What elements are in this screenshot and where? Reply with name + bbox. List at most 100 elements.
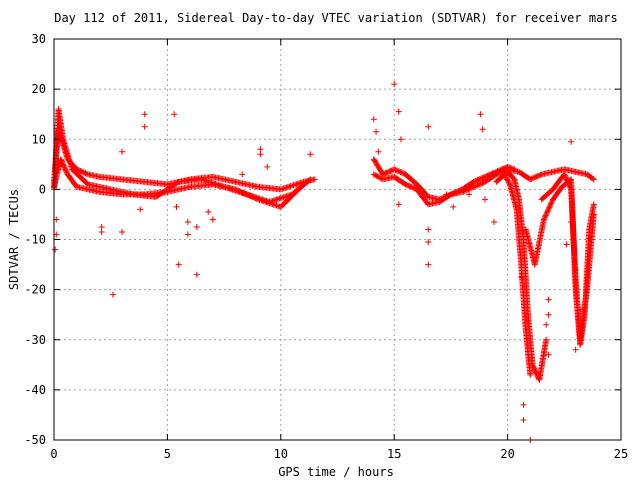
data-point <box>402 181 409 188</box>
data-point <box>475 176 482 183</box>
data-point <box>141 123 148 130</box>
data-point <box>239 171 246 178</box>
data-point <box>395 108 402 115</box>
data-point <box>502 172 509 179</box>
data-point <box>119 228 126 235</box>
y-tick-label: 20 <box>32 82 46 96</box>
x-tick-label: 20 <box>500 447 514 461</box>
x-tick-label: 5 <box>164 447 171 461</box>
data-point <box>171 111 178 118</box>
data-point <box>475 181 482 188</box>
data-point <box>119 148 126 155</box>
data-point <box>565 181 572 188</box>
data-point <box>528 175 535 182</box>
data-point <box>257 146 264 153</box>
data-point <box>520 401 527 408</box>
data-point <box>62 167 69 174</box>
data-point <box>542 213 549 220</box>
data-point <box>474 177 481 184</box>
data-point <box>501 171 508 178</box>
data-point <box>98 228 105 235</box>
data-point <box>481 196 488 203</box>
data-point <box>383 169 390 176</box>
data-point <box>379 171 386 178</box>
data-point <box>546 203 553 210</box>
data-point <box>387 167 394 174</box>
data-point <box>485 172 492 179</box>
data-point <box>565 180 572 187</box>
data-point <box>531 366 538 373</box>
x-tick-label: 0 <box>50 447 57 461</box>
data-point <box>307 151 314 158</box>
data-point <box>425 239 432 246</box>
data-point <box>184 231 191 238</box>
data-point <box>527 176 534 183</box>
data-point <box>388 167 395 174</box>
data-point <box>372 172 379 179</box>
data-point <box>545 205 552 212</box>
data-point <box>450 190 457 197</box>
data-points <box>51 81 597 443</box>
data-point <box>425 123 432 130</box>
data-point <box>82 170 89 177</box>
data-point <box>504 176 511 183</box>
data-point <box>572 266 579 273</box>
data-point <box>394 167 401 174</box>
data-point <box>532 174 539 181</box>
data-point <box>443 191 450 198</box>
data-point <box>391 81 398 88</box>
data-point <box>83 170 90 177</box>
data-point <box>473 182 480 189</box>
data-point <box>527 371 534 378</box>
data-point <box>395 201 402 208</box>
data-point <box>563 241 570 248</box>
data-point <box>392 166 399 173</box>
data-point <box>532 368 539 375</box>
data-point <box>545 311 552 318</box>
data-point <box>567 185 574 192</box>
data-point <box>76 167 83 174</box>
y-tick-label: 30 <box>32 32 46 46</box>
data-point <box>493 168 500 175</box>
data-point <box>566 183 573 190</box>
data-point <box>398 136 405 143</box>
data-point <box>518 274 525 281</box>
data-point <box>490 169 497 176</box>
y-tick-label: -20 <box>24 283 46 297</box>
data-point <box>370 171 377 178</box>
data-point <box>52 246 59 253</box>
data-point <box>476 176 483 183</box>
data-point <box>590 201 597 208</box>
data-point <box>393 167 400 174</box>
data-point <box>98 223 105 230</box>
data-point <box>500 168 507 175</box>
data-point <box>373 128 380 135</box>
data-point <box>141 111 148 118</box>
data-point <box>543 211 550 218</box>
data-point <box>455 188 462 195</box>
data-point <box>502 164 509 171</box>
data-point <box>411 185 418 192</box>
data-point <box>480 174 487 181</box>
data-point <box>425 226 432 233</box>
data-point <box>264 163 271 170</box>
data-point <box>495 167 502 174</box>
data-point <box>193 271 200 278</box>
data-point <box>563 175 570 182</box>
data-point <box>542 212 549 219</box>
data-point <box>382 170 389 177</box>
data-point <box>483 173 490 180</box>
data-point <box>373 172 380 179</box>
data-point <box>209 216 216 223</box>
data-point <box>193 223 200 230</box>
data-point <box>589 175 596 182</box>
data-point <box>63 168 70 175</box>
data-point <box>492 169 498 176</box>
data-point <box>474 182 481 189</box>
data-point <box>563 176 570 183</box>
data-point <box>543 209 550 216</box>
data-point <box>257 151 264 158</box>
data-point <box>510 175 517 182</box>
data-point <box>137 206 144 213</box>
